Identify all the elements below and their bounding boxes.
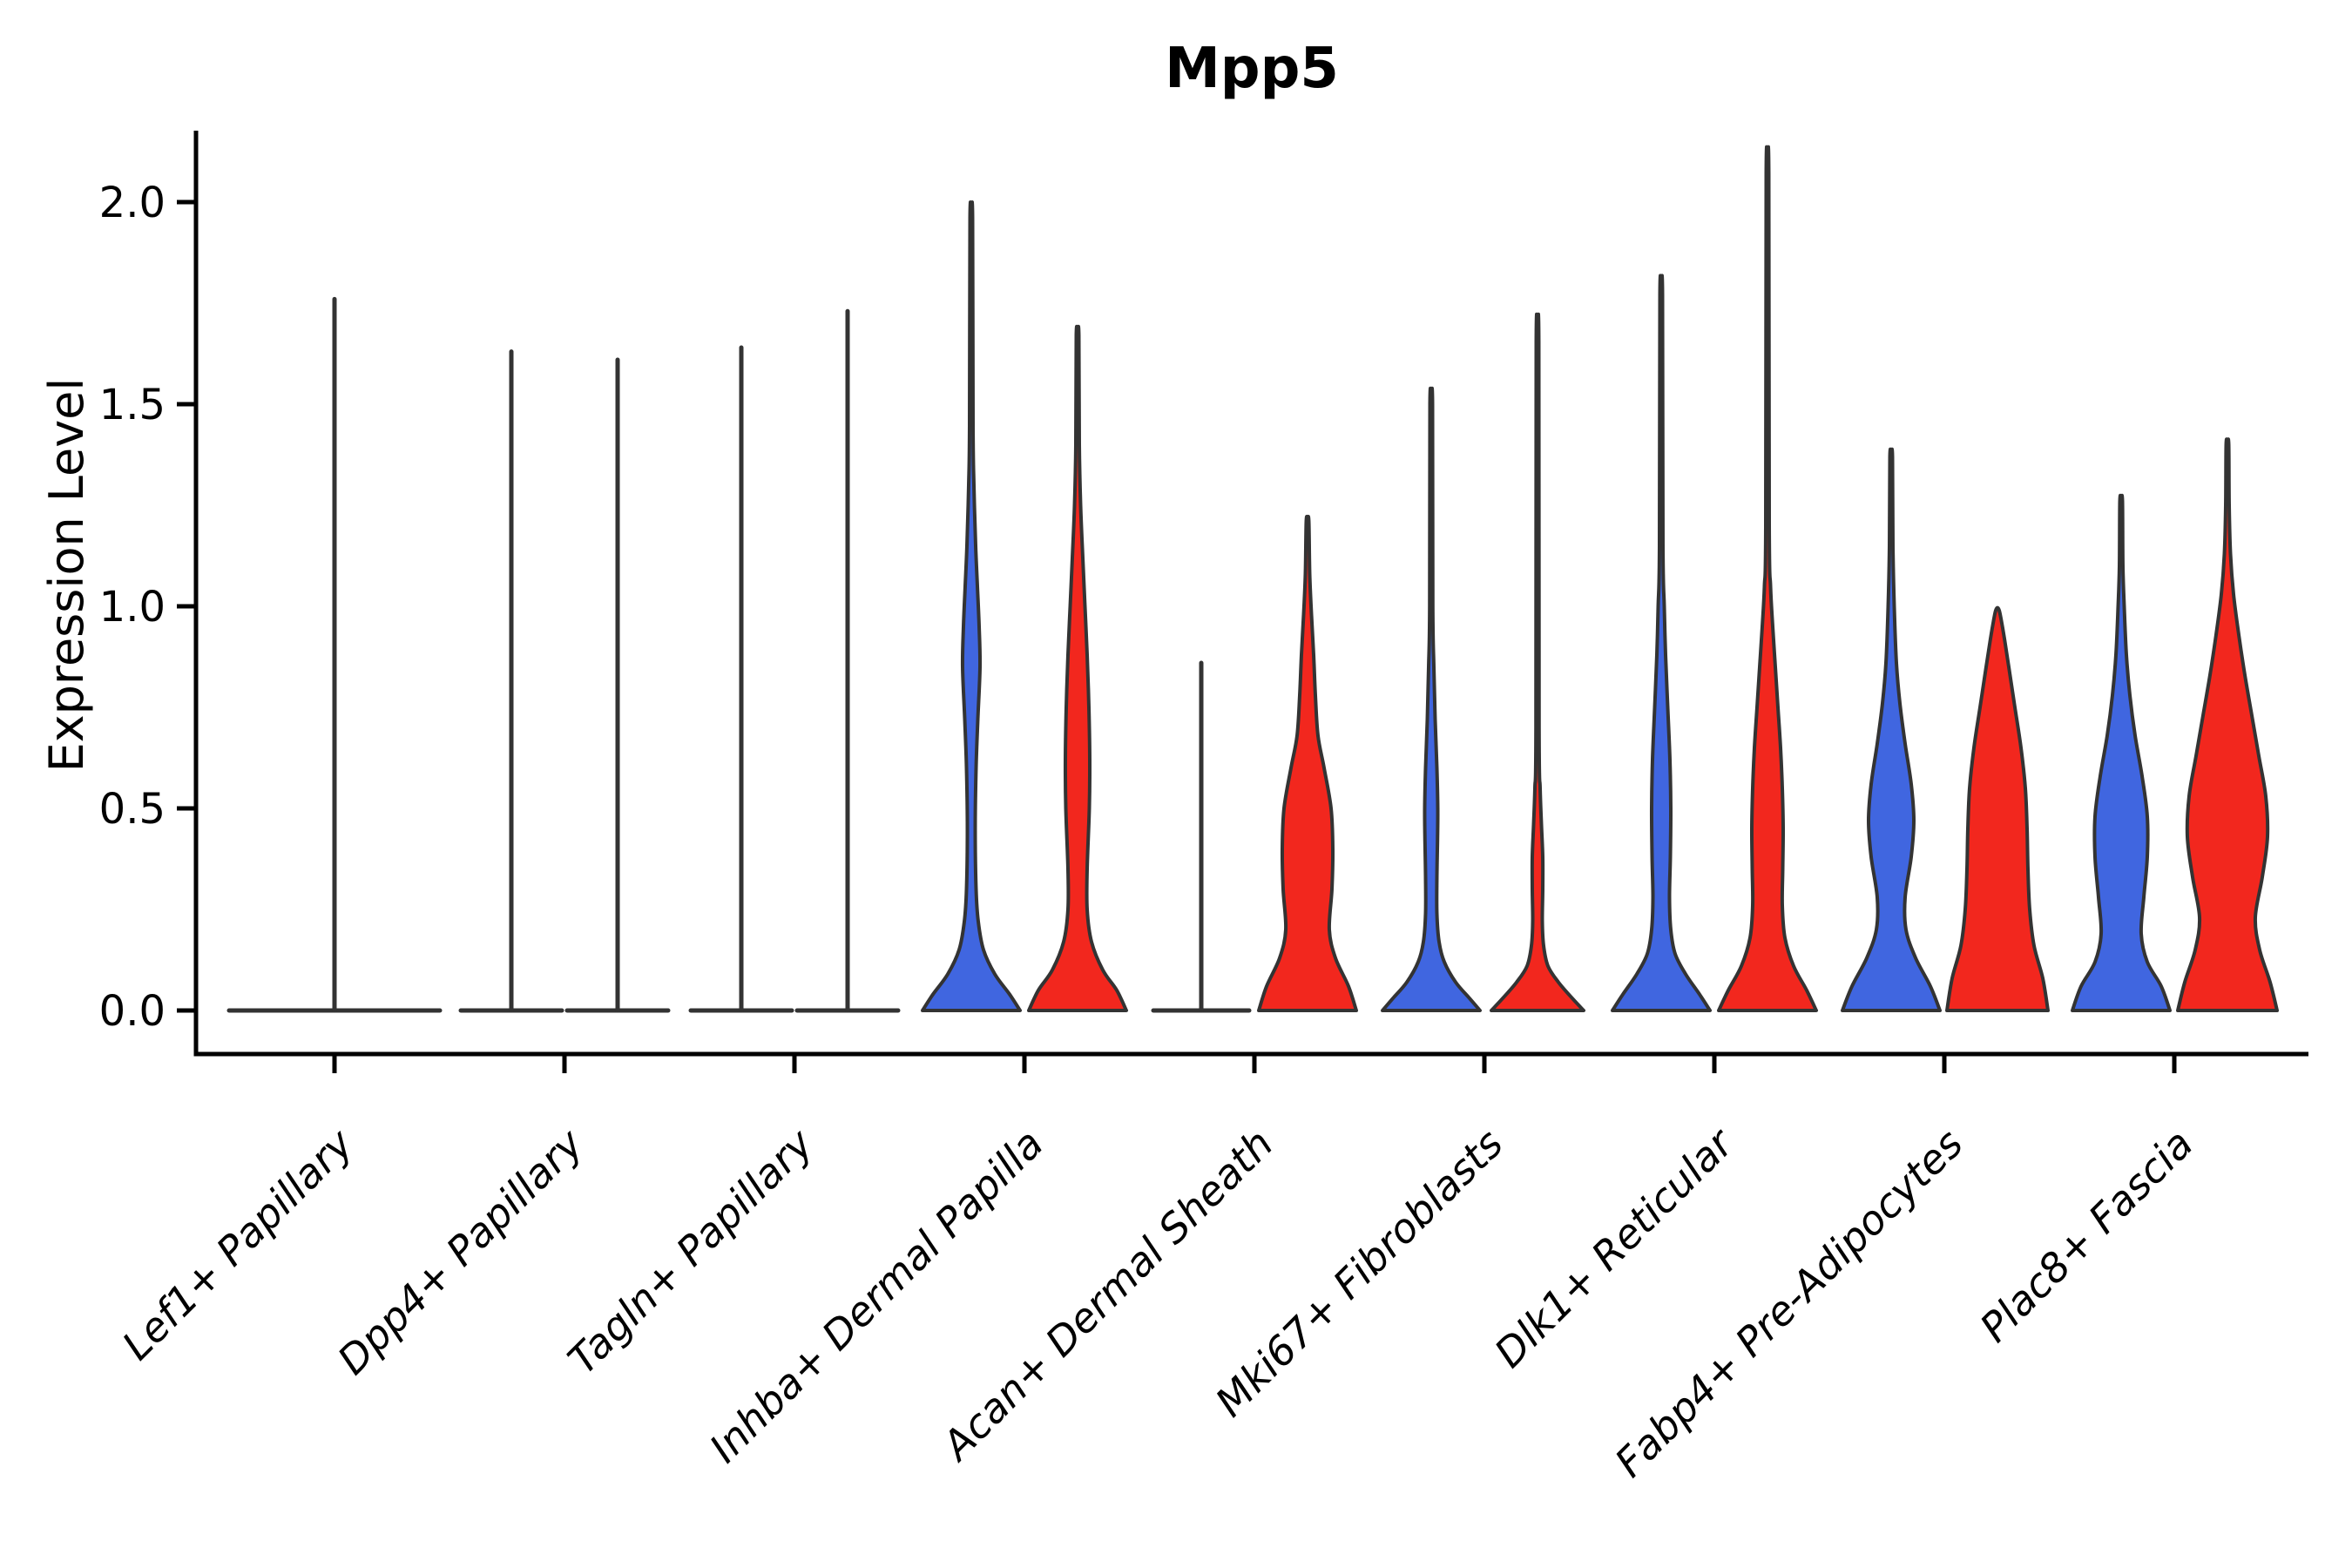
- violin-body: [921, 200, 1022, 1012]
- violin-dlk1-reticular-blue: [1611, 274, 1712, 1012]
- violin-body: [1841, 447, 1942, 1012]
- x-tick-label-tagln-papillary: Tagln+ Papillary: [558, 1119, 822, 1383]
- violin-dpp4-papillary-blue: [458, 349, 564, 1013]
- violin-mki67-fibroblasts-blue: [1381, 386, 1482, 1012]
- y-tick-label: 0.0: [99, 987, 166, 1036]
- axes-layer: [193, 131, 2308, 1057]
- y-tick-label: 1.0: [99, 583, 166, 632]
- violin-body: [1381, 386, 1482, 1012]
- y-tick-label: 1.5: [99, 381, 166, 429]
- violin-tagln-papillary-red: [794, 308, 901, 1013]
- y-ticks: 0.0 0.5 1.0 1.5 2.0: [99, 179, 194, 1036]
- chart-title: Mpp5: [1165, 37, 1339, 101]
- x-tick-label-dpp4-papillary: Dpp4+ Papillary: [328, 1119, 592, 1383]
- violin-plac8-fascia-red: [2176, 437, 2279, 1012]
- violin-plac8-fascia-blue: [2071, 493, 2172, 1012]
- violin-lef1-papillary-blue: [226, 296, 443, 1013]
- violin-inhba-dermal-papilla-blue: [921, 200, 1022, 1012]
- x-tick-label-dlk1-reticular: Dlk1+ Reticular: [1485, 1118, 1744, 1376]
- y-axis-label: Expression Level: [39, 378, 94, 773]
- violin-inhba-dermal-papilla-red: [1027, 324, 1128, 1012]
- violin-dlk1-reticular-red: [1717, 145, 1818, 1012]
- violin-tagln-papillary-blue: [688, 345, 794, 1013]
- violin-fabp4-pre-adipocytes-blue: [1841, 447, 1942, 1012]
- violin-mki67-fibroblasts-red: [1490, 312, 1585, 1012]
- violin-body: [1257, 514, 1358, 1012]
- violin-body: [2071, 493, 2172, 1012]
- violin-body: [1611, 274, 1712, 1012]
- violin-fabp4-pre-adipocytes-red: [1945, 605, 2050, 1012]
- violin-body: [1945, 605, 2050, 1012]
- violin-body: [1490, 312, 1585, 1012]
- violin-body: [2176, 437, 2279, 1012]
- x-tick-label-plac8-fascia: Plac8+ Fascia: [1970, 1120, 2201, 1351]
- violin-dpp4-papillary-red: [564, 357, 671, 1013]
- violin-acan-dermal-sheath-blue: [1151, 660, 1252, 1013]
- violin-body: [1027, 324, 1128, 1012]
- violin-acan-dermal-sheath-red: [1257, 514, 1358, 1012]
- violin-body: [1717, 145, 1818, 1012]
- y-tick-label: 2.0: [99, 179, 166, 227]
- y-tick-label: 0.5: [99, 785, 166, 834]
- violins-layer: [226, 145, 2279, 1013]
- x-tick-label-lef1-papillary: Lef1+ Papillary: [113, 1119, 362, 1369]
